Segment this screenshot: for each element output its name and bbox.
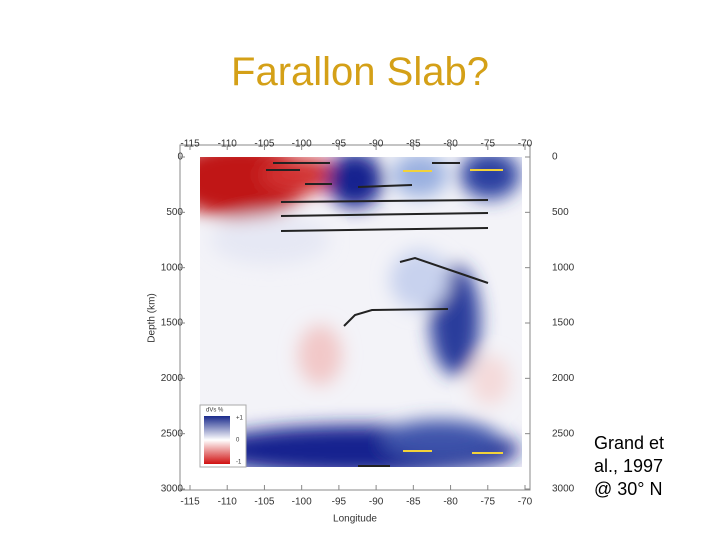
y-tick-label: 2000	[552, 373, 575, 384]
x-tick-label: -75	[481, 497, 496, 508]
caption-line: Grand et	[594, 433, 665, 453]
axis-ticks: -115-115-110-110-105-105-100-100-95-95-9…	[161, 139, 575, 508]
y-tick-label: 500	[552, 207, 569, 218]
x-tick-label: -110	[218, 139, 238, 150]
slide-title: Farallon Slab?	[231, 50, 489, 94]
legend-label: -1	[236, 460, 242, 466]
caption: Grand et al., 1997 @ 30° N	[594, 432, 664, 501]
caption-line: @ 30° N	[594, 479, 663, 499]
x-tick-label: -80	[443, 139, 458, 150]
x-tick-label: -75	[481, 139, 496, 150]
velocity-map	[200, 157, 522, 467]
y-tick-label: 1500	[161, 318, 184, 329]
legend-title: dVs %	[206, 408, 224, 414]
x-tick-label: -115	[180, 497, 200, 508]
x-tick-label: -85	[406, 139, 421, 150]
x-tick-label: -70	[518, 497, 533, 508]
x-tick-label: -105	[254, 139, 274, 150]
y-tick-label: 2000	[161, 373, 184, 384]
x-axis-label: Longitude	[333, 514, 377, 525]
y-tick-label: 500	[166, 207, 183, 218]
legend-label: +1	[236, 416, 244, 422]
y-tick-label: 3000	[161, 484, 184, 495]
y-tick-label: 1500	[552, 318, 575, 329]
y-tick-label: 3000	[552, 484, 575, 495]
x-tick-label: -90	[369, 139, 384, 150]
y-axis-label: Depth (km)	[147, 293, 158, 342]
x-tick-label: -95	[332, 139, 347, 150]
y-tick-label: 1000	[161, 262, 184, 273]
x-tick-label: -105	[254, 497, 274, 508]
legend-label: 0	[236, 438, 240, 444]
x-tick-label: -115	[180, 139, 200, 150]
slab-traces	[266, 162, 489, 467]
plot-frame	[179, 144, 531, 491]
y-tick-label: 1000	[552, 262, 575, 273]
x-tick-label: -100	[292, 497, 312, 508]
x-tick-label: -90	[369, 497, 384, 508]
x-tick-label: -100	[292, 139, 312, 150]
x-tick-label: -70	[518, 139, 533, 150]
yellow-traces	[403, 169, 503, 454]
x-tick-label: -95	[332, 497, 347, 508]
y-tick-label: 0	[552, 152, 558, 163]
x-tick-label: -80	[443, 497, 458, 508]
legend: dVs % +1 0 -1	[199, 404, 247, 468]
caption-line: al., 1997	[594, 456, 664, 476]
x-tick-label: -110	[218, 497, 238, 508]
y-tick-label: 2500	[161, 428, 184, 439]
x-tick-label: -85	[406, 497, 421, 508]
y-tick-label: 2500	[552, 428, 575, 439]
